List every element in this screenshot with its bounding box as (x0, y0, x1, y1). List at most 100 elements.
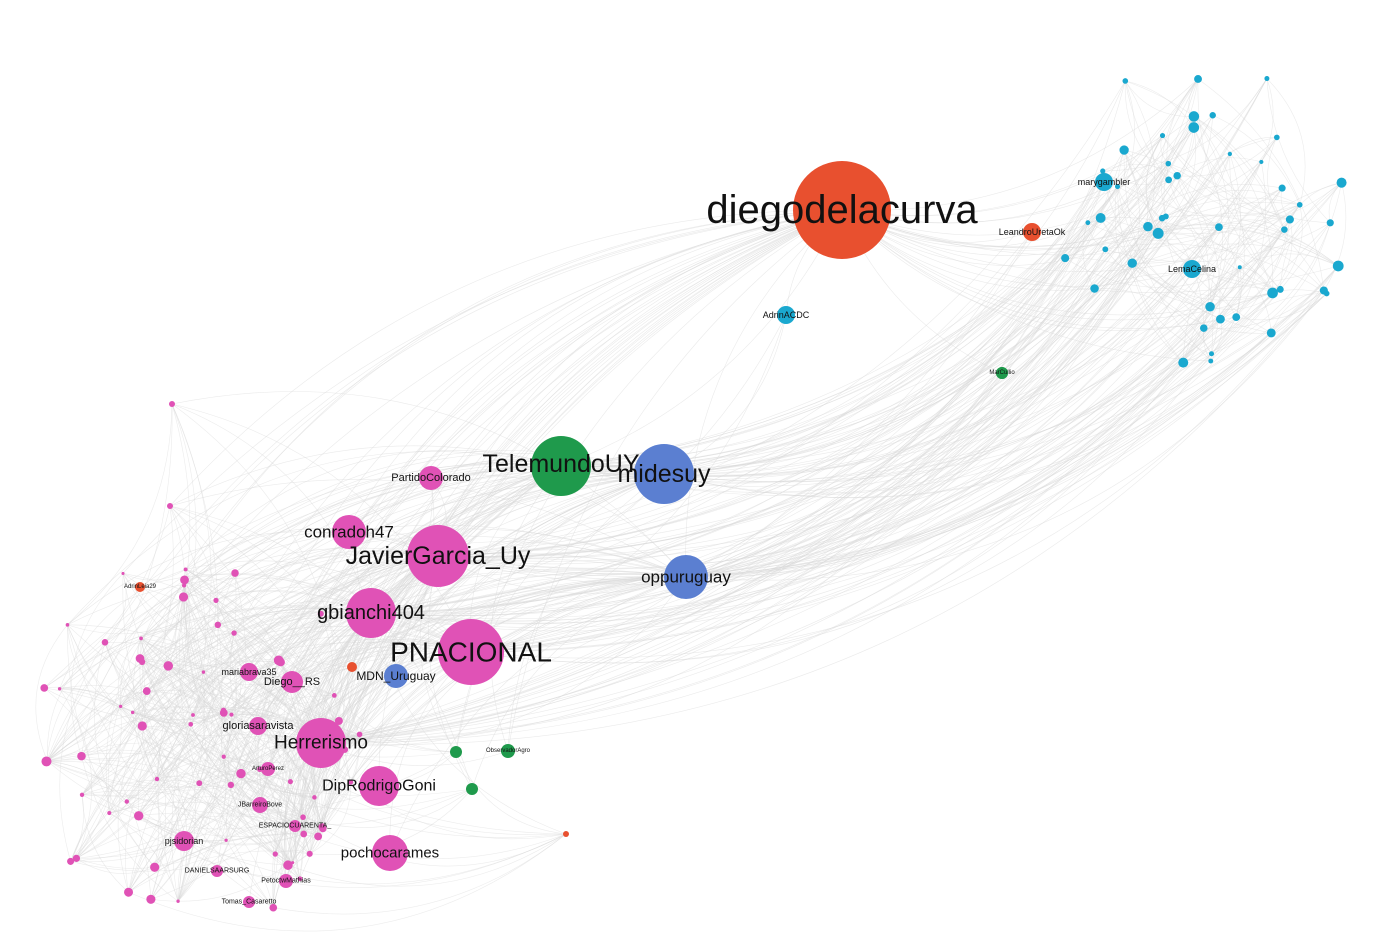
minor-node (1114, 183, 1121, 190)
edge (81, 403, 191, 796)
edge (120, 660, 281, 707)
edge (370, 316, 1237, 632)
minor-node (1158, 214, 1166, 222)
minor-node (219, 708, 228, 717)
minor-node (317, 610, 324, 617)
node-conradoh47[interactable] (332, 515, 366, 549)
edge (560, 209, 843, 467)
edge (320, 233, 1159, 744)
edge (334, 576, 687, 696)
edge (1156, 127, 1197, 231)
edge (1125, 80, 1155, 227)
edge (437, 78, 1268, 557)
node-marygambler[interactable] (1095, 173, 1113, 191)
node-ArturoPerez[interactable] (261, 762, 275, 776)
node-JBarreiroBove[interactable] (252, 797, 268, 813)
edge (46, 690, 147, 762)
edge (217, 624, 286, 908)
edge (370, 137, 1278, 614)
edge (223, 688, 335, 714)
node-gbianchi404[interactable] (346, 588, 396, 638)
minor-node (180, 575, 189, 585)
node-Tomas_Casaretto[interactable] (243, 896, 255, 908)
edge (290, 734, 360, 782)
edge (320, 290, 1325, 745)
edge (47, 209, 843, 762)
edge (1145, 135, 1163, 234)
node-AdrinLeia29[interactable] (135, 582, 145, 592)
edge (1166, 78, 1199, 180)
edge (140, 590, 372, 639)
edge (663, 288, 1095, 475)
edge (471, 576, 687, 790)
edge (663, 314, 787, 475)
edge (320, 226, 1149, 744)
node-PetoctwMathias[interactable] (279, 874, 293, 888)
node-MDN_Uruguay[interactable] (384, 664, 408, 688)
node-PNACIONAL[interactable] (438, 619, 504, 685)
edge (70, 573, 124, 757)
node-mariabrava35[interactable] (240, 663, 258, 681)
node-label-Tomas_Casaretto: Tomas_Casaretto (222, 899, 277, 906)
edge (685, 230, 1158, 578)
edge (370, 314, 787, 614)
edge (320, 175, 1178, 744)
edge (215, 600, 339, 722)
edge (156, 666, 353, 780)
edge (146, 558, 687, 692)
edge (1168, 179, 1281, 290)
edge (168, 665, 315, 798)
edge (67, 403, 173, 626)
edge (223, 756, 276, 855)
edge (59, 685, 191, 725)
edge (104, 209, 843, 643)
node-oppuruguay[interactable] (664, 555, 708, 599)
edges-layer (35, 78, 1347, 932)
node-Diego__RS[interactable] (281, 671, 303, 693)
edge (183, 590, 472, 653)
node-PartidoColorado[interactable] (419, 466, 443, 490)
node-MarCullio[interactable] (996, 367, 1008, 379)
node-pjsidorian[interactable] (174, 831, 194, 851)
edge (138, 576, 687, 817)
edge (146, 690, 567, 838)
edge (140, 638, 304, 835)
node-label-diegodelacurva: diegodelacurva (706, 188, 978, 232)
edge (338, 573, 687, 722)
node-DipRodrigoGoni[interactable] (359, 766, 399, 806)
node-JavierGarcia_Uy[interactable] (407, 525, 469, 587)
edge (320, 127, 1195, 744)
edge (223, 695, 335, 717)
node-ESPACIOCUARENTA[interactable] (289, 820, 301, 832)
minor-node (227, 781, 235, 789)
edge (169, 209, 843, 507)
node-AdrinACDC[interactable] (777, 306, 795, 324)
node-TelemundoUY[interactable] (531, 436, 591, 496)
edge (470, 137, 1278, 653)
node-LemaCelina[interactable] (1183, 260, 1201, 278)
node-midesuy[interactable] (634, 444, 694, 504)
edge (1229, 153, 1281, 290)
node-ObservadorAgro[interactable] (501, 744, 515, 758)
node-Herrerismo[interactable] (296, 718, 346, 768)
node-gloriasaravista[interactable] (249, 717, 267, 735)
node-LeandroUretaOk[interactable] (1023, 223, 1041, 241)
edge (184, 524, 687, 581)
node-pochocarames[interactable] (372, 835, 408, 871)
edge (168, 665, 567, 836)
edge (322, 465, 562, 829)
edge (320, 249, 1106, 744)
edge (685, 217, 1101, 578)
node-label-ArturoPerez: ArturoPerez (252, 766, 284, 772)
minor-node (1276, 285, 1284, 293)
nodes-layer (40, 75, 1347, 912)
minor-node (1188, 122, 1200, 133)
node-diegodelacurva[interactable] (793, 161, 891, 259)
edge (1266, 78, 1331, 224)
minor-node (1208, 358, 1214, 364)
edge (1094, 272, 1273, 294)
edge (198, 555, 439, 784)
edge (141, 690, 158, 780)
edge (1132, 153, 1231, 264)
node-DANIELSAARSURG[interactable] (211, 865, 223, 877)
